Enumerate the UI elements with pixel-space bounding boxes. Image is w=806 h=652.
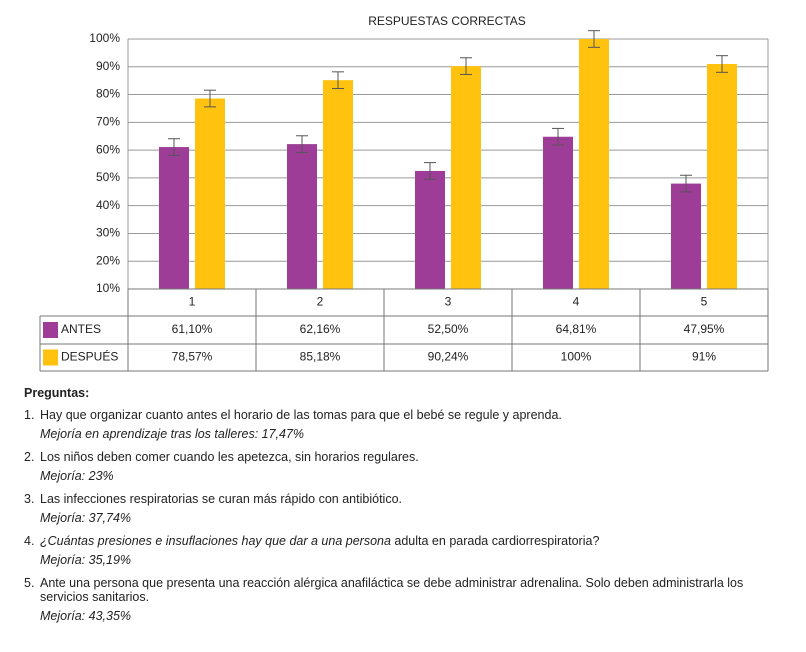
bar [707, 64, 737, 289]
x-tick-label: 2 [317, 295, 324, 309]
question-number: 1. [24, 408, 35, 422]
question-note: Mejoría: 43,35% [40, 609, 132, 623]
table-value: 90,24% [428, 350, 469, 364]
question: 5. Ante una persona que presenta una reac… [24, 576, 794, 604]
table-value: 78,57% [172, 350, 213, 364]
y-tick-label: 20% [96, 253, 120, 267]
y-tick-label: 90% [96, 59, 120, 73]
x-tick-label: 3 [445, 295, 452, 309]
y-tick-label: 80% [96, 87, 120, 101]
question-note: Mejoría: 37,74% [40, 511, 132, 525]
question-note: Mejoría en aprendizaje tras los talleres… [40, 427, 305, 441]
y-tick-label: 30% [96, 226, 120, 240]
question-number: 2. [24, 450, 35, 464]
table-value: 47,95% [684, 322, 725, 336]
y-tick-label: 10% [96, 281, 120, 295]
question-number: 4. [24, 534, 35, 548]
legend-label: ANTES [61, 322, 101, 336]
questions-heading: Preguntas: [24, 386, 90, 400]
bar [287, 144, 317, 289]
questions: Preguntas: 1. Hay que organizar cuanto an… [24, 386, 794, 632]
table-value: 62,16% [300, 322, 341, 336]
bar [195, 98, 225, 290]
x-tick-label: 5 [701, 295, 708, 309]
question-text: Hay que organizar cuanto antes el horari… [40, 408, 562, 422]
question-text-italic: ¿Cuántas presiones e insuflaciones hay q… [40, 534, 391, 548]
question-text-rest: adulta en parada cardiorrespiratoria? [394, 534, 600, 548]
table-value: 64,81% [556, 322, 597, 336]
y-tick-label: 60% [96, 142, 120, 156]
y-tick-label: 40% [96, 198, 120, 212]
y-tick-label: 100% [89, 31, 120, 45]
legend-swatch [43, 349, 58, 366]
x-tick-label: 4 [573, 295, 580, 309]
question-text: Las infecciones respiratorias se curan m… [40, 492, 402, 506]
y-tick-label: 50% [96, 170, 120, 184]
table-value: 100% [561, 350, 592, 364]
chart: RESPUESTAS CORRECTAS 10% 20% 30% 40% 50% 60% 7… [39, 14, 769, 372]
question-note: Mejoría: 23% [40, 469, 114, 483]
table-value: 85,18% [300, 350, 341, 364]
bar [323, 80, 353, 290]
y-tick-label: 70% [96, 115, 120, 129]
table-value: 61,10% [172, 322, 213, 336]
bar [451, 66, 481, 289]
bar [671, 183, 701, 289]
question-number: 5. [24, 576, 35, 590]
question: 4. ¿Cuántas presiones e insuflaciones hay… [24, 534, 794, 548]
chart-title: RESPUESTAS CORRECTAS [368, 14, 526, 28]
legend-label: DESPUÉS [61, 349, 118, 364]
table-value: 91% [692, 350, 716, 364]
question: 1. Hay que organizar cuanto antes el hora… [24, 408, 794, 422]
bar [543, 136, 573, 289]
question-note: Mejoría: 35,19% [40, 553, 132, 567]
question-text: ¿Cuántas presiones e insuflaciones hay q… [40, 534, 599, 548]
question: 2. Los niños deben comer cuando les apete… [24, 450, 794, 464]
question-text: Ante una persona que presenta una reacci… [40, 576, 744, 604]
bar [579, 39, 609, 289]
bar [159, 147, 189, 289]
question: 3. Las infecciones respiratorias se curan… [24, 492, 794, 506]
x-tick-label: 1 [189, 295, 196, 309]
question-text: Los niños deben comer cuando les apetezc… [40, 450, 419, 464]
table-value: 52,50% [428, 322, 469, 336]
legend-swatch [43, 322, 58, 338]
bar [415, 170, 445, 289]
question-number: 3. [24, 492, 35, 506]
question-list: 1. Hay que organizar cuanto antes el hora… [24, 408, 794, 623]
